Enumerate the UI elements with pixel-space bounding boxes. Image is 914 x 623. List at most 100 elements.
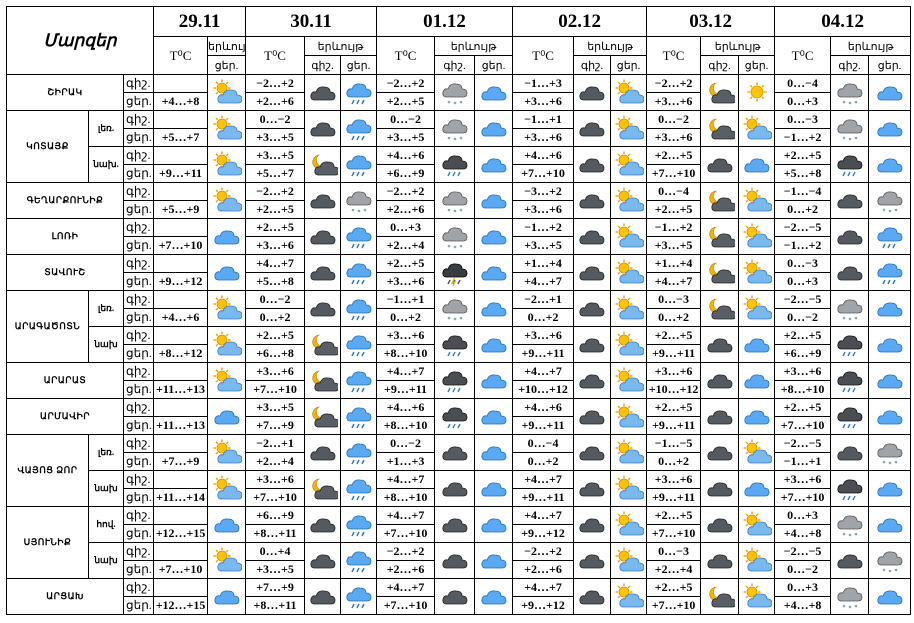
weather-icon xyxy=(480,409,506,424)
weather-icon-cell xyxy=(868,434,912,471)
weather-icon xyxy=(743,259,772,283)
day-row: ցեր. +11…+13 +7…+10 +9…+11 +10…+12 +10…+12 +8…… xyxy=(7,380,911,399)
phenomenon-header: երևույթ xyxy=(304,36,378,56)
weather-icon-cell xyxy=(868,254,912,291)
night-temp: +2…+5 xyxy=(245,326,306,345)
weather-icon xyxy=(345,478,371,500)
weather-icon xyxy=(579,193,605,208)
zone-name: նախ. xyxy=(88,146,124,183)
night-temp: +4…+7 xyxy=(245,254,306,273)
weather-icon-cell xyxy=(610,578,648,615)
temp-header: T⁰C xyxy=(774,36,832,75)
weather-icon xyxy=(708,190,735,211)
weather-icon xyxy=(213,547,242,571)
weather-icon xyxy=(877,226,902,248)
empty-cell xyxy=(153,218,209,237)
day-temp: +11…+13 xyxy=(153,380,209,399)
day-temp: +2…+6 xyxy=(245,92,306,111)
weather-icon xyxy=(837,229,862,244)
weather-icon xyxy=(837,265,862,280)
day-temp: 0…−2 xyxy=(774,560,832,579)
phenomenon-header: երևույթ xyxy=(434,36,514,56)
region-name: ԳԵՂԱՐՔՈՒՆԻՔ xyxy=(6,182,124,219)
weather-icon-cell xyxy=(573,542,612,579)
weather-icon xyxy=(615,259,644,283)
region-name: ԿՈՏԱՅՔ xyxy=(6,110,89,183)
weather-icon-cell xyxy=(434,110,476,147)
weather-icon-cell xyxy=(207,290,247,327)
weather-icon xyxy=(309,589,335,604)
temp-header: T⁰C xyxy=(646,36,702,75)
weather-icon xyxy=(579,589,605,604)
weather-icon-cell xyxy=(830,362,870,399)
weather-icon xyxy=(480,373,506,388)
weather-icon-cell xyxy=(207,470,247,507)
day-header: ցեր. xyxy=(340,55,378,75)
weather-icon-cell xyxy=(868,182,912,219)
weather-icon xyxy=(747,82,767,101)
region-name: ԱՐՑԱԽ xyxy=(6,578,124,615)
night-temp: +4…+6 xyxy=(376,146,436,165)
day-temp: +8…+10 xyxy=(376,416,436,435)
night-temp: +4…+7 xyxy=(512,362,575,381)
day-temp: +2…+6 xyxy=(376,560,436,579)
day-temp: +9…+11 xyxy=(512,416,575,435)
weather-icon-cell xyxy=(340,506,378,543)
weather-icon xyxy=(615,439,644,463)
weather-icon-cell xyxy=(830,146,870,183)
night-label: գիշ. xyxy=(122,218,155,237)
weather-icon-cell xyxy=(738,578,776,615)
day-temp: +4…+7 xyxy=(512,272,575,291)
night-temp: −2…−5 xyxy=(774,218,832,237)
night-temp: +2…+5 xyxy=(646,398,702,417)
weather-icon xyxy=(579,157,605,172)
weather-icon-cell xyxy=(868,218,912,255)
night-label: գիշ. xyxy=(122,254,155,273)
day-temp: +4…+8 xyxy=(774,524,832,543)
weather-icon-cell xyxy=(434,290,476,327)
weather-icon xyxy=(744,157,769,172)
weather-icon-cell xyxy=(474,434,514,471)
weather-icon-cell xyxy=(434,182,476,219)
weather-icon-cell xyxy=(304,146,342,183)
weather-icon-cell xyxy=(474,578,514,615)
forecast-table-wrap: Մարզեր 29.11 30.11 01.12 02.12 03.12 04.12 T⁰C ե… xyxy=(5,6,912,615)
empty-cell xyxy=(153,470,209,489)
weather-icon-cell xyxy=(738,218,776,255)
weather-icon xyxy=(579,517,605,532)
weather-icon-cell xyxy=(573,434,612,471)
day-temp: +3…+5 xyxy=(245,560,306,579)
day-temp: +3…+5 xyxy=(512,236,575,255)
weather-icon-cell xyxy=(207,398,247,435)
day-temp: 0…+2 xyxy=(512,308,575,327)
weather-icon xyxy=(345,406,371,428)
day-temp: +7…+10 xyxy=(646,524,702,543)
night-row: ՎԱՅՈՑ ՁՈՐ լեռ. գիշ. −2…+1 0…−2 0…−4 −1…−5 −2…−5 xyxy=(6,434,912,507)
weather-icon xyxy=(743,511,772,535)
night-temp: +3…+6 xyxy=(774,362,832,381)
day-temp: 0…+3 xyxy=(774,92,832,111)
weather-icon xyxy=(837,154,862,176)
weather-icon-cell xyxy=(573,74,612,111)
day-temp: +2…+5 xyxy=(376,92,436,111)
weather-icon xyxy=(877,373,902,388)
weather-icon xyxy=(345,118,371,140)
day-temp: +3…+5 xyxy=(376,128,436,147)
weather-icon-cell xyxy=(207,434,247,471)
night-temp: +3…+5 xyxy=(245,398,306,417)
weather-icon xyxy=(213,439,242,463)
weather-icon xyxy=(743,295,772,319)
day-label: ցեր. xyxy=(122,164,155,183)
weather-icon xyxy=(743,583,772,607)
weather-icon xyxy=(615,367,644,391)
day-row: ցեր. +11…+13 +7…+9 +8…+10 +9…+11 +9…+11 +7…+10 xyxy=(7,416,911,435)
weather-icon xyxy=(311,334,338,355)
weather-icon xyxy=(877,589,902,604)
empty-cell xyxy=(153,362,209,381)
weather-icon-cell xyxy=(700,74,740,111)
weather-icon-cell xyxy=(738,146,776,183)
weather-icon-cell xyxy=(830,434,870,471)
weather-icon-cell xyxy=(738,506,776,543)
night-temp: 0…−3 xyxy=(646,290,702,309)
weather-icon xyxy=(579,265,605,280)
